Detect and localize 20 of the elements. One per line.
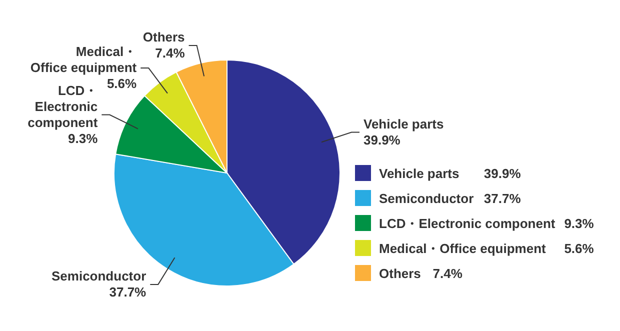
legend-label: Semiconductor xyxy=(379,191,474,206)
slice-label: LCD・Electronic component xyxy=(28,82,98,130)
legend-label: Vehicle parts xyxy=(379,166,460,181)
text: 5.6% xyxy=(564,241,594,256)
data-label: 5.6% xyxy=(106,76,138,92)
legend-label: Medical・Office equipment xyxy=(379,241,547,256)
legend-label: LCD・Electronic component xyxy=(379,216,556,231)
slice-label: Medical・Office equipment xyxy=(30,44,138,76)
data-label: 39.9% xyxy=(364,132,401,148)
text: 7.4% xyxy=(432,266,462,281)
data-label: 9.3% xyxy=(68,130,98,146)
slice-label: Others xyxy=(142,30,185,45)
data-label: 37.7% xyxy=(109,284,147,300)
legend-label: Others xyxy=(379,266,421,281)
slice-label: Vehicle parts xyxy=(364,116,444,132)
text: 39.9% xyxy=(484,166,521,181)
slice-label: Semiconductor xyxy=(52,268,146,284)
text: 9.3% xyxy=(564,216,594,231)
text: 37.7% xyxy=(484,191,521,206)
data-label: 7.4% xyxy=(155,46,186,61)
